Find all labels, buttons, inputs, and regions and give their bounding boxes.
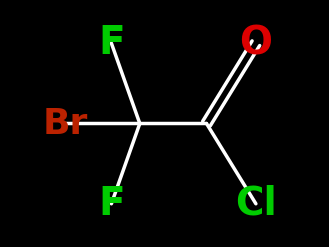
Text: O: O [240, 24, 272, 62]
Text: F: F [98, 185, 125, 223]
Text: F: F [98, 24, 125, 62]
Text: Cl: Cl [235, 185, 277, 223]
Text: Br: Br [43, 106, 89, 141]
